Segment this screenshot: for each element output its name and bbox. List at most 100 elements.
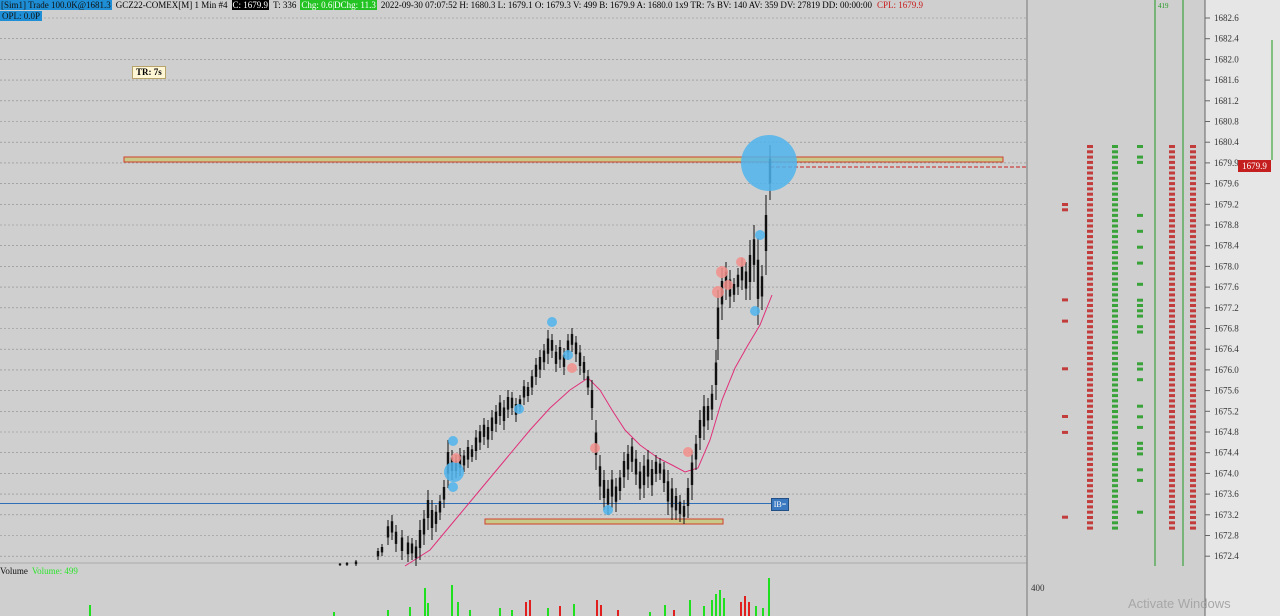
order-bubble <box>444 462 464 482</box>
candle-body <box>623 461 625 477</box>
candle-body <box>631 447 633 462</box>
volume-bar <box>649 612 651 616</box>
candle-body <box>707 406 709 420</box>
ladder-cell <box>1190 214 1196 217</box>
ladder-cell <box>1190 521 1196 524</box>
ladder-cell <box>1190 368 1196 371</box>
candle-body <box>507 397 509 410</box>
ladder-cell <box>1169 431 1175 434</box>
candle-body <box>401 538 403 552</box>
ladder-cell <box>1112 447 1118 450</box>
ladder-cell <box>1190 320 1196 323</box>
ladder-cell <box>1087 378 1093 381</box>
candle-body <box>761 276 763 296</box>
candle-body <box>639 472 641 489</box>
ladder-cell <box>1190 500 1196 503</box>
ladder-cell <box>1190 193 1196 196</box>
ladder-cell <box>1087 527 1093 530</box>
order-bubble <box>514 404 524 414</box>
support-zone <box>485 519 723 524</box>
ladder-cell <box>1137 230 1143 233</box>
ladder-cell <box>1087 500 1093 503</box>
candle-body <box>667 481 669 501</box>
ladder-cell <box>1190 235 1196 238</box>
volume-bar <box>689 600 691 616</box>
ladder-cell <box>1190 490 1196 493</box>
ladder-cell <box>1190 458 1196 461</box>
candle-body <box>527 387 529 396</box>
price-tick-label: 1676.0 <box>1214 365 1239 375</box>
ladder-cell <box>1087 309 1093 312</box>
ladder-cell <box>1062 516 1068 519</box>
price-tick-label: 1682.4 <box>1214 34 1239 44</box>
ladder-cell <box>1112 272 1118 275</box>
chart-header: [Sim1] Trade 100.0K@1681.3 GCZ22-COMEX[M… <box>0 0 924 10</box>
candle-body <box>377 551 379 556</box>
ladder-cell <box>1112 193 1118 196</box>
volume-bars <box>89 578 770 616</box>
volume-bar <box>511 610 513 616</box>
ladder-cell <box>1137 246 1143 249</box>
price-tick-label: 1680.4 <box>1214 137 1239 147</box>
candle-body <box>427 500 429 518</box>
ladder-cell <box>1169 235 1175 238</box>
ladder-cell <box>1112 452 1118 455</box>
ladder-cell <box>1190 452 1196 455</box>
ladder-cell <box>1137 479 1143 482</box>
candle-body <box>531 376 533 387</box>
ladder-cell <box>1112 225 1118 228</box>
ladder-cell <box>1112 235 1118 238</box>
candle-body <box>699 420 701 438</box>
ladder-cell <box>1087 150 1093 153</box>
ladder-cell <box>1112 442 1118 445</box>
ladder-cell <box>1137 405 1143 408</box>
ladder-cell <box>1190 357 1196 360</box>
candle-body <box>423 519 425 535</box>
candle-body <box>443 487 445 500</box>
candle-body <box>439 501 441 512</box>
ladder-cell <box>1112 299 1118 302</box>
ladder-cell <box>1190 373 1196 376</box>
ladder-cell <box>1112 373 1118 376</box>
ladder-cell <box>1112 389 1118 392</box>
ladder-cell <box>1190 225 1196 228</box>
ladder-cell <box>1137 452 1143 455</box>
ladder-cell <box>1169 182 1175 185</box>
ladder-cell <box>1169 304 1175 307</box>
ladder-cell <box>1112 230 1118 233</box>
volume-bar <box>559 606 561 616</box>
ladder-cell <box>1112 283 1118 286</box>
ladder-cell <box>1137 447 1143 450</box>
volume-bar <box>525 602 527 616</box>
ladder-cell <box>1190 161 1196 164</box>
ladder-cell <box>1087 177 1093 180</box>
candle-body <box>579 353 581 367</box>
ladder-cell <box>1190 442 1196 445</box>
ladder-cell <box>1087 145 1093 148</box>
price-tick-label: 1675.6 <box>1214 386 1239 396</box>
price-tick-label: 1675.2 <box>1214 406 1239 416</box>
candle-body <box>733 284 735 295</box>
ladder-cell <box>1169 150 1175 153</box>
order-bubble <box>750 306 760 316</box>
ladder-cell <box>1112 309 1118 312</box>
volume-bar <box>748 602 750 616</box>
ladder-cell <box>1137 368 1143 371</box>
ladder-cell <box>1169 172 1175 175</box>
candle-body <box>671 489 673 508</box>
ladder-cell <box>1169 362 1175 365</box>
candle-body <box>391 521 393 532</box>
ib-button[interactable]: IB= <box>771 498 789 511</box>
ladder-cell <box>1087 262 1093 265</box>
ladder-cell <box>1169 389 1175 392</box>
cpl-info: CPL: 1679.9 <box>876 0 924 10</box>
order-bubble <box>603 505 613 515</box>
ladder-cell <box>1190 421 1196 424</box>
ladder-cell <box>1190 309 1196 312</box>
ladder-cell <box>1137 283 1143 286</box>
ladder-cell <box>1137 145 1143 148</box>
ladder-cell <box>1087 463 1093 466</box>
order-bubble <box>567 363 577 373</box>
ladder-cell <box>1087 320 1093 323</box>
